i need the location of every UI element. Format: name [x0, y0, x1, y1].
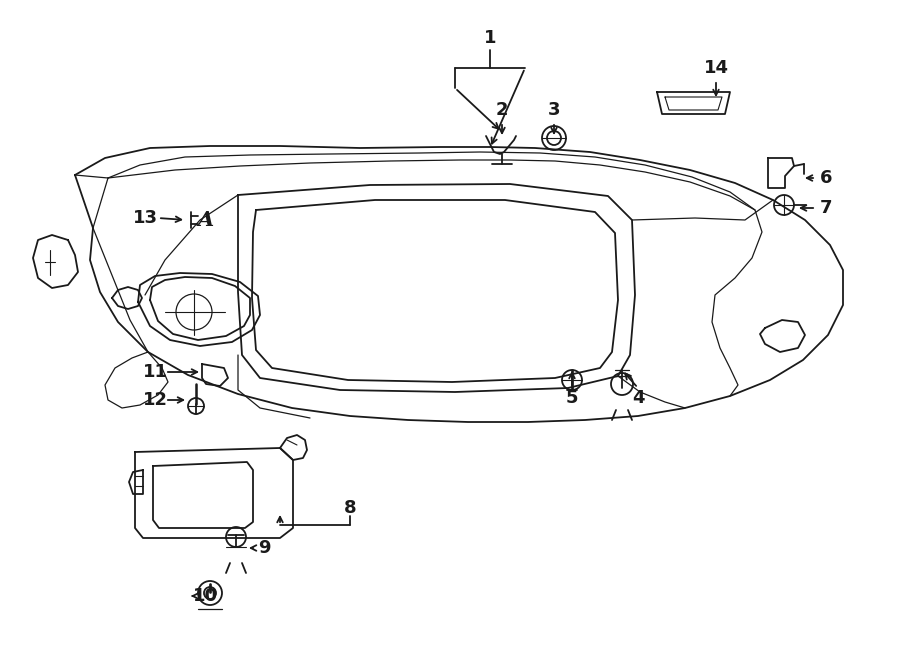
Text: 4: 4: [632, 389, 644, 407]
Text: 8: 8: [344, 499, 356, 517]
Text: 6: 6: [820, 169, 832, 187]
Text: 10: 10: [193, 587, 218, 605]
Text: 13: 13: [132, 209, 157, 227]
Text: 2: 2: [496, 101, 508, 119]
Text: 3: 3: [548, 101, 560, 119]
Text: 14: 14: [704, 59, 728, 77]
Text: 11: 11: [142, 363, 167, 381]
Text: 9: 9: [257, 539, 270, 557]
Text: 5: 5: [566, 389, 578, 407]
Text: 12: 12: [142, 391, 167, 409]
Text: A: A: [198, 210, 214, 230]
Text: 7: 7: [820, 199, 832, 217]
Text: 1: 1: [484, 29, 496, 47]
